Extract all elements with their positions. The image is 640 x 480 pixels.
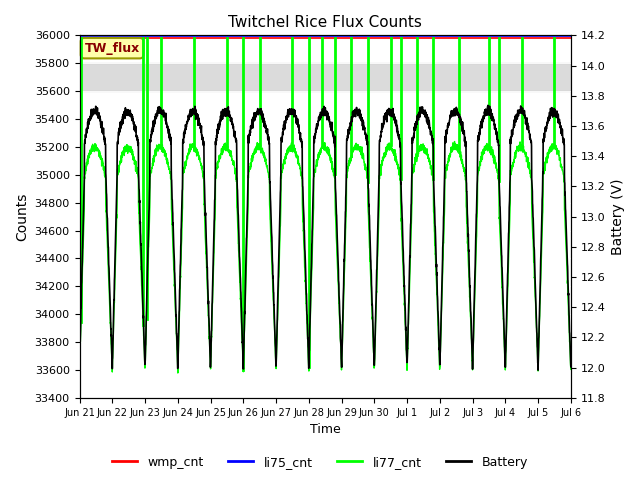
- Legend: wmp_cnt, li75_cnt, li77_cnt, Battery: wmp_cnt, li75_cnt, li77_cnt, Battery: [107, 451, 533, 474]
- Y-axis label: Battery (V): Battery (V): [611, 179, 625, 255]
- Y-axis label: Counts: Counts: [15, 192, 29, 241]
- Title: Twitchel Rice Flux Counts: Twitchel Rice Flux Counts: [228, 15, 422, 30]
- Text: TW_flux: TW_flux: [84, 42, 140, 55]
- Bar: [79, 63, 571, 91]
- X-axis label: Time: Time: [310, 423, 340, 436]
